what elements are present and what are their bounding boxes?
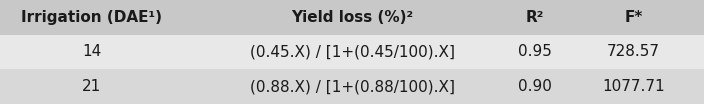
Bar: [0, 0, 704, 35]
Text: 0.95: 0.95: [518, 45, 552, 59]
Text: 728.57: 728.57: [607, 45, 660, 59]
Text: 14: 14: [82, 45, 101, 59]
Text: 0.90: 0.90: [518, 79, 552, 94]
Text: Irrigation (DAE¹): Irrigation (DAE¹): [21, 10, 162, 25]
Bar: [0, 35, 704, 69]
Text: R²: R²: [526, 10, 544, 25]
Text: (0.88.X) / [1+(0.88/100).X]: (0.88.X) / [1+(0.88/100).X]: [249, 79, 455, 94]
Text: 1077.71: 1077.71: [603, 79, 665, 94]
Text: Yield loss (%)²: Yield loss (%)²: [291, 10, 413, 25]
Text: F*: F*: [624, 10, 643, 25]
Text: (0.45.X) / [1+(0.45/100).X]: (0.45.X) / [1+(0.45/100).X]: [249, 45, 455, 59]
Bar: [0, 69, 704, 104]
Text: 21: 21: [82, 79, 101, 94]
